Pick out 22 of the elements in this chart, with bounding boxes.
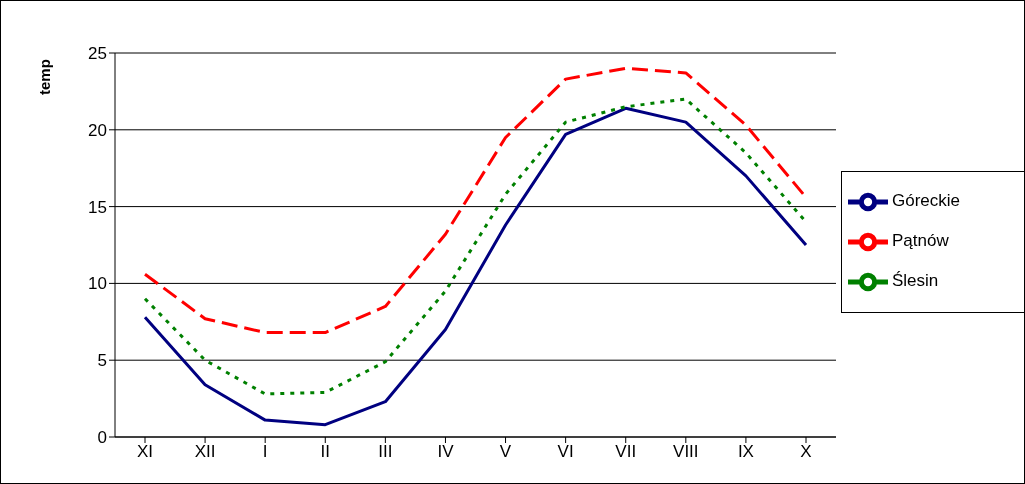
y-tick-label: 10: [88, 274, 107, 294]
y-tick-label: 5: [97, 351, 107, 371]
x-tick-label: II: [320, 442, 330, 462]
y-tick-label: 20: [88, 120, 107, 140]
y-tick-label: 0: [97, 428, 107, 448]
legend-label: Pątnów: [892, 231, 949, 251]
x-tick-label: V: [499, 442, 512, 462]
x-tick-label: X: [800, 442, 812, 462]
x-tick-label: III: [378, 442, 393, 462]
x-tick-label: VIII: [673, 442, 699, 462]
legend-label: Ślesin: [892, 271, 939, 291]
legend-label: Góreckie: [892, 191, 961, 211]
x-tick-label: IX: [737, 442, 754, 462]
y-tick-label: 15: [88, 197, 107, 217]
x-tick-label: I: [262, 442, 268, 462]
y-tick-label: 25: [88, 44, 107, 64]
y-axis-title: temp: [36, 59, 54, 95]
x-tick-label: VII: [615, 442, 637, 462]
x-tick-label: VI: [557, 442, 574, 462]
x-tick-label: IV: [437, 442, 455, 462]
x-tick-label: XI: [136, 442, 154, 462]
x-tick-label: XII: [194, 442, 216, 462]
